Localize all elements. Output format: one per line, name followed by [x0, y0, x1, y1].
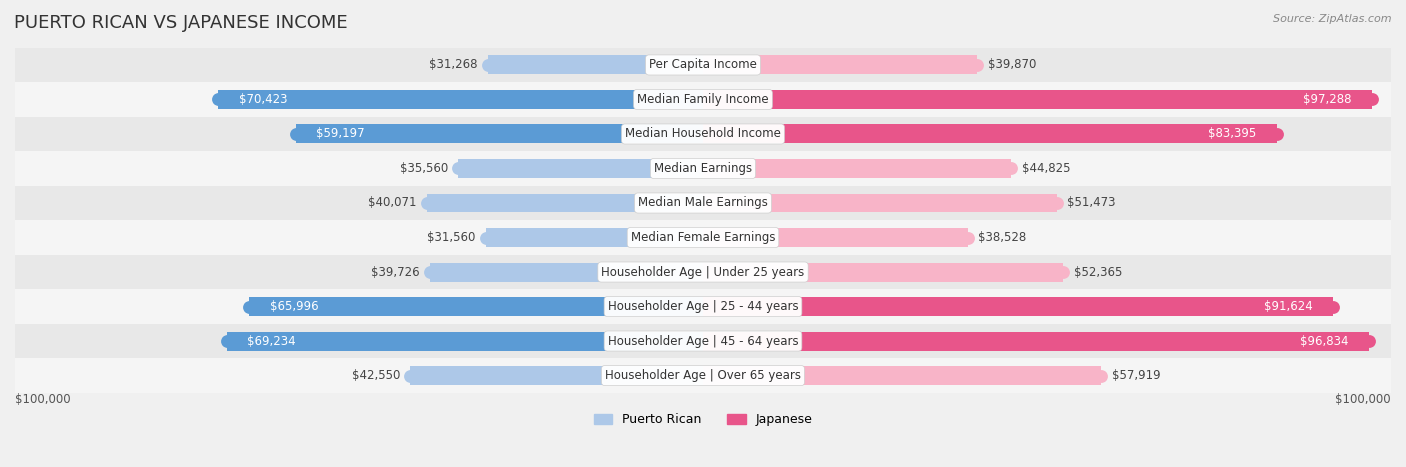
Text: $40,071: $40,071: [368, 197, 418, 210]
Bar: [249, 297, 703, 316]
Bar: [703, 125, 1277, 143]
Text: Householder Age | Under 25 years: Householder Age | Under 25 years: [602, 266, 804, 278]
Bar: [488, 56, 703, 74]
Text: $51,473: $51,473: [1067, 197, 1116, 210]
Bar: [703, 56, 977, 74]
Text: Source: ZipAtlas.com: Source: ZipAtlas.com: [1274, 14, 1392, 24]
Text: $35,560: $35,560: [399, 162, 449, 175]
Bar: [458, 159, 703, 178]
Text: $100,000: $100,000: [1336, 393, 1391, 406]
Text: $39,726: $39,726: [371, 266, 419, 278]
Bar: [15, 151, 1391, 186]
Text: $42,550: $42,550: [352, 369, 399, 382]
Bar: [703, 366, 1101, 385]
Text: Median Family Income: Median Family Income: [637, 93, 769, 106]
Bar: [15, 289, 1391, 324]
Bar: [411, 366, 703, 385]
Text: PUERTO RICAN VS JAPANESE INCOME: PUERTO RICAN VS JAPANESE INCOME: [14, 14, 347, 32]
Text: $44,825: $44,825: [1022, 162, 1070, 175]
Text: Householder Age | 25 - 44 years: Householder Age | 25 - 44 years: [607, 300, 799, 313]
Legend: Puerto Rican, Japanese: Puerto Rican, Japanese: [589, 409, 817, 432]
Text: $52,365: $52,365: [1074, 266, 1122, 278]
Bar: [703, 90, 1372, 109]
Bar: [703, 228, 969, 247]
Text: $70,423: $70,423: [239, 93, 288, 106]
Bar: [486, 228, 703, 247]
Text: $97,288: $97,288: [1303, 93, 1351, 106]
Text: $91,624: $91,624: [1264, 300, 1313, 313]
Bar: [427, 193, 703, 212]
Bar: [295, 125, 703, 143]
Bar: [15, 117, 1391, 151]
Text: $83,395: $83,395: [1208, 127, 1256, 141]
Bar: [703, 193, 1057, 212]
Bar: [15, 82, 1391, 117]
Text: $69,234: $69,234: [247, 334, 295, 347]
Text: $96,834: $96,834: [1301, 334, 1348, 347]
Text: $65,996: $65,996: [270, 300, 318, 313]
Text: Householder Age | 45 - 64 years: Householder Age | 45 - 64 years: [607, 334, 799, 347]
Bar: [15, 186, 1391, 220]
Bar: [15, 324, 1391, 358]
Bar: [226, 332, 703, 351]
Text: Median Female Earnings: Median Female Earnings: [631, 231, 775, 244]
Text: $39,870: $39,870: [987, 58, 1036, 71]
Text: Median Household Income: Median Household Income: [626, 127, 780, 141]
Bar: [703, 262, 1063, 282]
Bar: [703, 159, 1011, 178]
Text: $31,560: $31,560: [427, 231, 475, 244]
Text: Householder Age | Over 65 years: Householder Age | Over 65 years: [605, 369, 801, 382]
Bar: [15, 48, 1391, 82]
Text: $31,268: $31,268: [429, 58, 478, 71]
Text: $57,919: $57,919: [1112, 369, 1160, 382]
Text: Median Earnings: Median Earnings: [654, 162, 752, 175]
Text: $59,197: $59,197: [316, 127, 366, 141]
Text: Per Capita Income: Per Capita Income: [650, 58, 756, 71]
Bar: [15, 220, 1391, 255]
Bar: [703, 297, 1333, 316]
Text: Median Male Earnings: Median Male Earnings: [638, 197, 768, 210]
Bar: [703, 332, 1369, 351]
Bar: [430, 262, 703, 282]
Bar: [218, 90, 703, 109]
Bar: [15, 255, 1391, 289]
Bar: [15, 358, 1391, 393]
Text: $100,000: $100,000: [15, 393, 70, 406]
Text: $38,528: $38,528: [979, 231, 1026, 244]
